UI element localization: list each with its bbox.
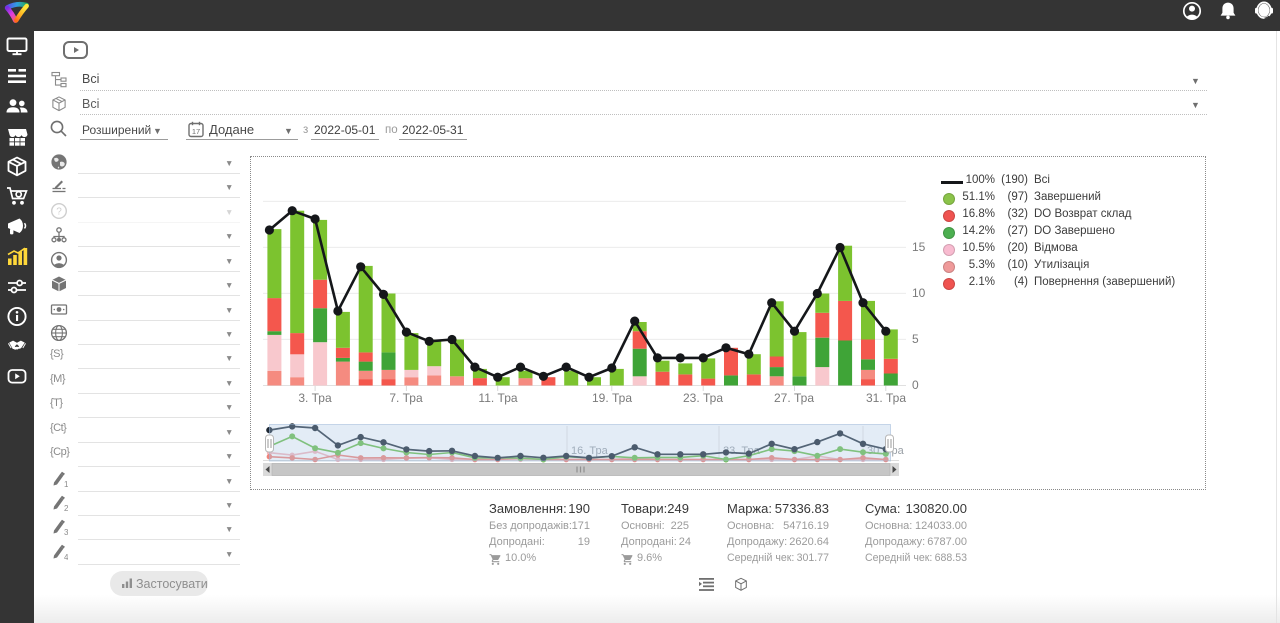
svg-text:30. Тра: 30. Тра xyxy=(867,445,905,457)
svg-text:7. Тра: 7. Тра xyxy=(389,391,423,405)
svg-text:5: 5 xyxy=(912,332,919,346)
svg-text:11. Тра: 11. Тра xyxy=(478,391,517,405)
svg-text:2: 2 xyxy=(64,504,68,513)
svg-text:17: 17 xyxy=(192,127,200,136)
svg-text:4: 4 xyxy=(64,553,68,562)
svg-text:3. Тра: 3. Тра xyxy=(298,391,332,405)
svg-text:19. Тра: 19. Тра xyxy=(592,391,632,405)
svg-text:0: 0 xyxy=(912,378,919,392)
svg-text:1: 1 xyxy=(64,480,68,489)
svg-text:?: ? xyxy=(56,207,62,218)
svg-text:16. Тра: 16. Тра xyxy=(571,445,609,457)
svg-text:15: 15 xyxy=(912,240,926,254)
svg-text:10: 10 xyxy=(912,286,926,300)
svg-text:23. Тра: 23. Тра xyxy=(683,391,723,405)
svg-text:23. Тра: 23. Тра xyxy=(723,445,761,457)
svg-text:31. Тра: 31. Тра xyxy=(866,391,906,405)
svg-text:3: 3 xyxy=(64,528,68,537)
svg-text:27. Тра: 27. Тра xyxy=(774,391,814,405)
